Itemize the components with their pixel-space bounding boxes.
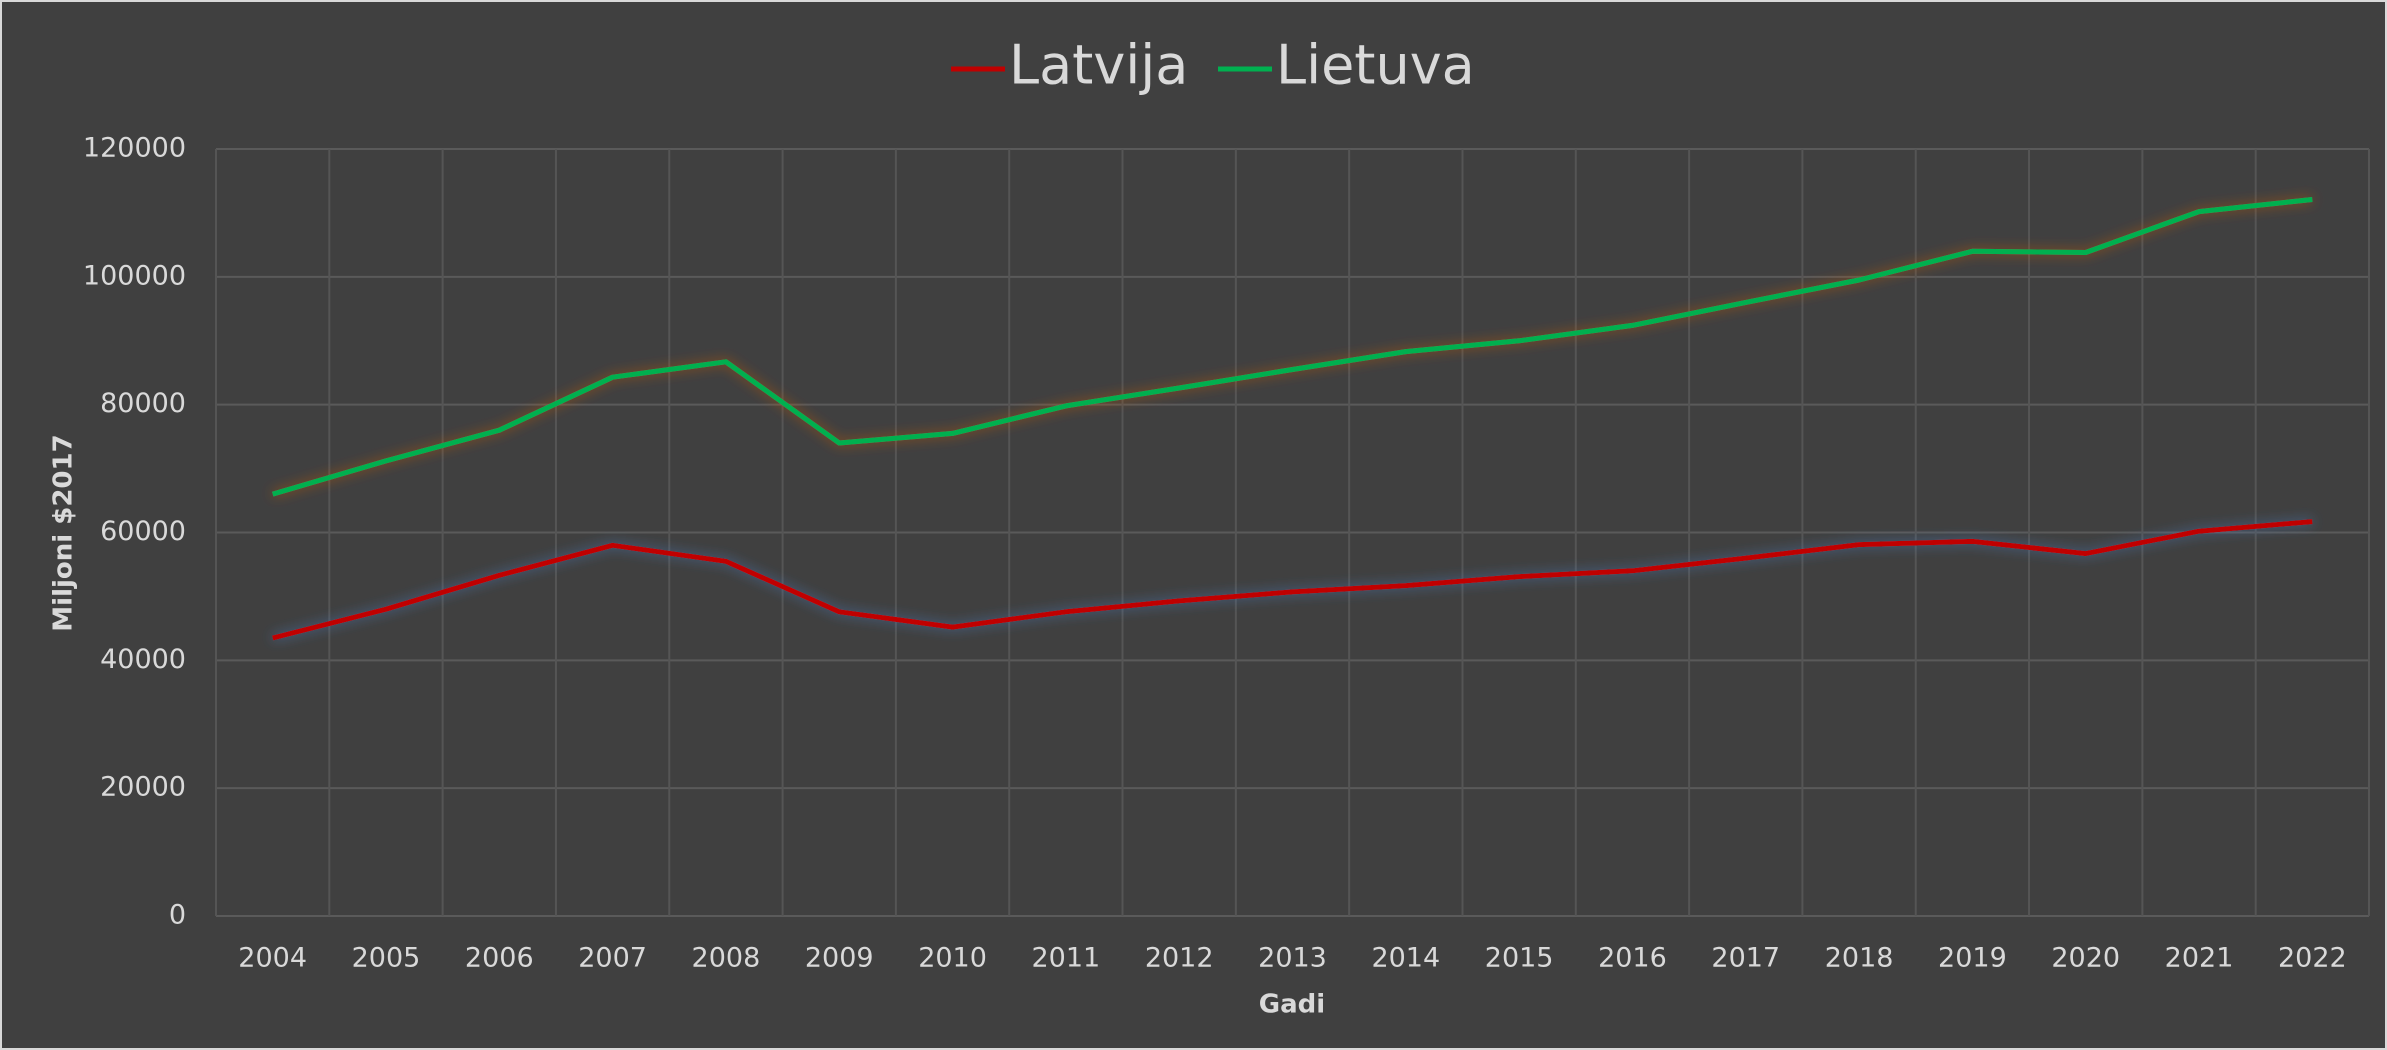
x-tick-label: 2015 (1485, 943, 1554, 974)
x-tick-label: 2013 (1258, 943, 1327, 974)
y-tick-label: 0 (169, 900, 186, 931)
x-tick-label: 2021 (2165, 943, 2234, 974)
x-tick-label: 2018 (1825, 943, 1894, 974)
y-tick-label: 20000 (100, 772, 186, 803)
x-tick-label: 2016 (1598, 943, 1667, 974)
legend-label: Latvija (1009, 34, 1188, 97)
y-tick-label: 120000 (83, 133, 186, 164)
x-tick-label: 2005 (352, 943, 421, 974)
x-tick-label: 2006 (465, 943, 534, 974)
x-tick-label: 2010 (918, 943, 987, 974)
x-tick-label: 2014 (1371, 943, 1440, 974)
series-line (271, 197, 2313, 497)
x-tick-label: 2017 (1711, 943, 1780, 974)
x-tick-label: 2009 (805, 943, 874, 974)
x-tick-label: 2008 (692, 943, 761, 974)
x-axis-title: Gadi (1259, 990, 1325, 1020)
series-line (272, 519, 2313, 641)
y-axis-title: Miljoni $2017 (49, 434, 79, 631)
y-tick-label: 80000 (100, 388, 186, 419)
x-tick-label: 2011 (1032, 943, 1101, 974)
x-tick-label: 2007 (578, 943, 647, 974)
legend-label: Lietuva (1276, 34, 1475, 97)
x-tick-label: 2020 (2051, 943, 2120, 974)
x-tick-label: 2012 (1145, 943, 1214, 974)
y-tick-label: 60000 (100, 516, 186, 547)
x-tick-label: 2004 (238, 943, 307, 974)
x-tick-label: 2019 (1938, 943, 2007, 974)
y-tick-label: 100000 (83, 260, 186, 291)
x-tick-label: 2022 (2278, 943, 2347, 974)
y-tick-label: 40000 (100, 644, 186, 675)
